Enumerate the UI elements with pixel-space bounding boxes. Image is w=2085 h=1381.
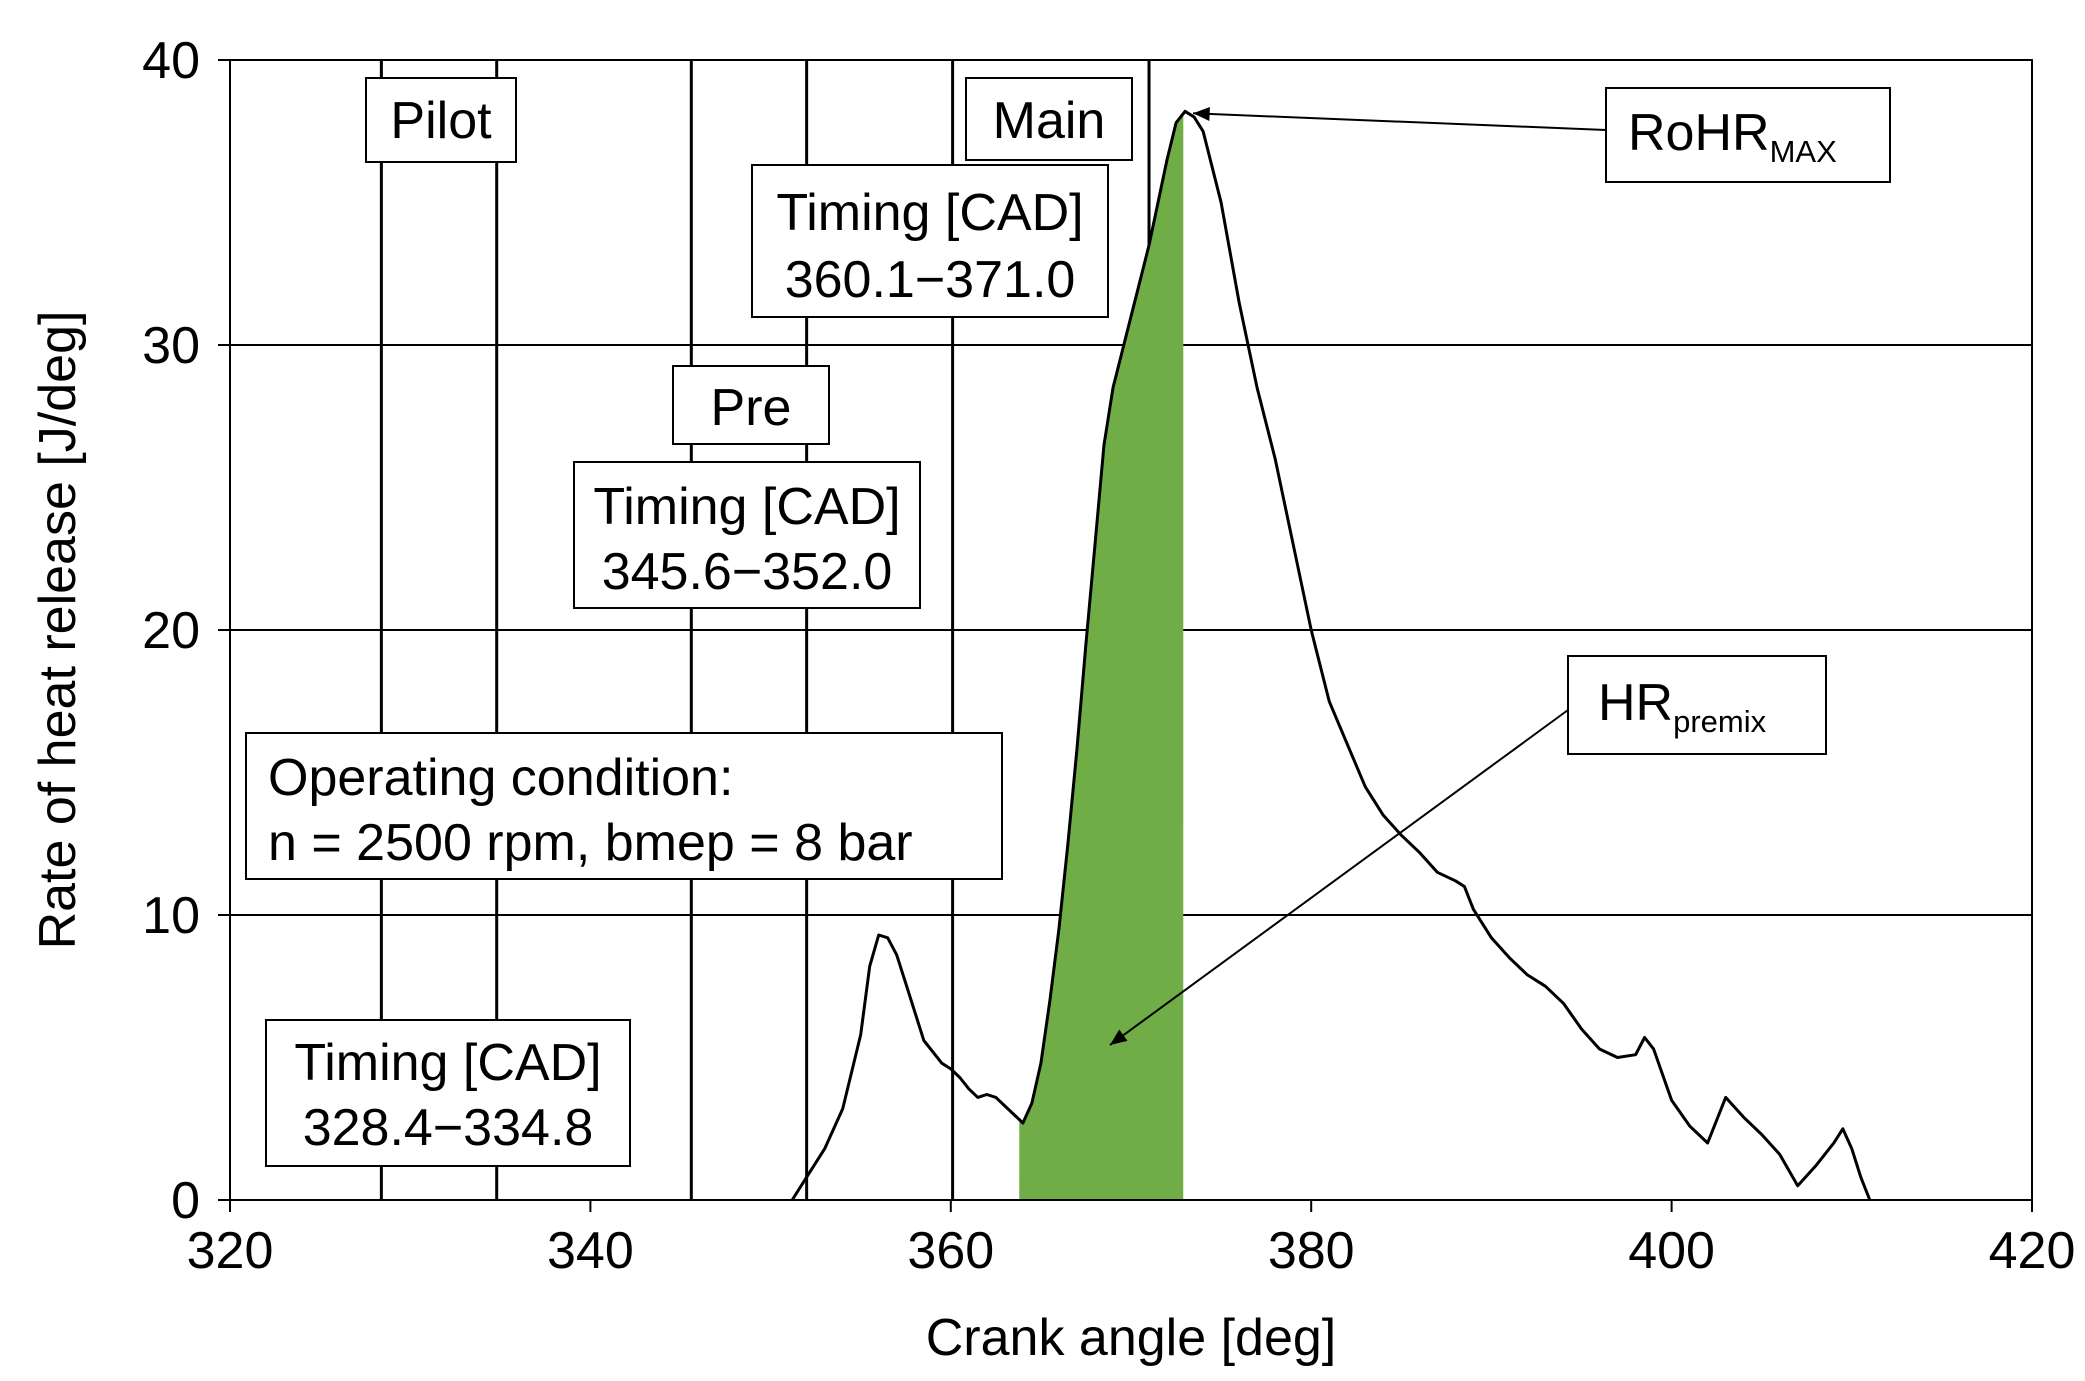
rohr-curve <box>790 109 1872 1201</box>
x-tick-labels: 320 340 360 380 400 420 <box>187 1222 2076 1280</box>
y-tick-label: 10 <box>142 887 200 945</box>
y-tick-label: 0 <box>171 1172 200 1230</box>
operating-condition-box: Operating condition: n = 2500 rpm, bmep … <box>245 732 1003 880</box>
svg-text:360.1−371.0: 360.1−371.0 <box>785 251 1076 309</box>
y-tick-label: 20 <box>142 602 200 660</box>
x-tick-label: 380 <box>1268 1222 1355 1280</box>
svg-text:RoHRMAX: RoHRMAX <box>1628 104 1837 169</box>
x-tick-label: 340 <box>547 1222 634 1280</box>
main-label-box: Main <box>965 77 1133 161</box>
svg-text:Timing [CAD]: Timing [CAD] <box>593 478 900 536</box>
y-axis-title: Rate of heat release [J/deg] <box>29 311 87 950</box>
annotation-arrows <box>1109 106 1607 1046</box>
pilot-label-box: Pilot <box>365 77 517 163</box>
y-tick-label: 30 <box>142 317 200 375</box>
hr-premix-arrow <box>1109 709 1569 1046</box>
svg-text:328.4−334.8: 328.4−334.8 <box>303 1099 594 1157</box>
x-tick-label: 400 <box>1628 1222 1715 1280</box>
svg-text:Pilot: Pilot <box>390 92 492 150</box>
hr-premix-box: HRpremix <box>1567 655 1827 755</box>
x-tick-label: 320 <box>187 1222 274 1280</box>
main-timing-box: Timing [CAD] 360.1−371.0 <box>751 164 1109 318</box>
svg-text:Timing [CAD]: Timing [CAD] <box>294 1034 601 1092</box>
pre-label-box: Pre <box>672 365 830 445</box>
svg-text:Main: Main <box>993 92 1106 150</box>
svg-text:Pre: Pre <box>711 379 792 437</box>
y-tick-label: 40 <box>142 32 200 90</box>
svg-text:HRpremix: HRpremix <box>1598 674 1767 739</box>
svg-text:345.6−352.0: 345.6−352.0 <box>602 543 893 601</box>
pre-timing-box: Timing [CAD] 345.6−352.0 <box>573 461 921 609</box>
x-axis-title: Crank angle [deg] <box>926 1309 1337 1367</box>
svg-text:Operating condition:: Operating condition: <box>268 749 733 807</box>
rohr-max-box: RoHRMAX <box>1605 87 1891 183</box>
axis-tick-marks <box>218 59 2033 1212</box>
x-tick-label: 420 <box>1989 1222 2076 1280</box>
svg-text:Timing [CAD]: Timing [CAD] <box>776 184 1083 242</box>
svg-text:n = 2500 rpm, bmep = 8 bar: n = 2500 rpm, bmep = 8 bar <box>268 814 913 872</box>
y-tick-labels: 0 10 20 30 40 <box>142 32 200 1230</box>
pilot-timing-box: Timing [CAD] 328.4−334.8 <box>265 1019 631 1167</box>
rohr-max-arrow <box>1193 106 1607 131</box>
x-tick-label: 360 <box>907 1222 994 1280</box>
